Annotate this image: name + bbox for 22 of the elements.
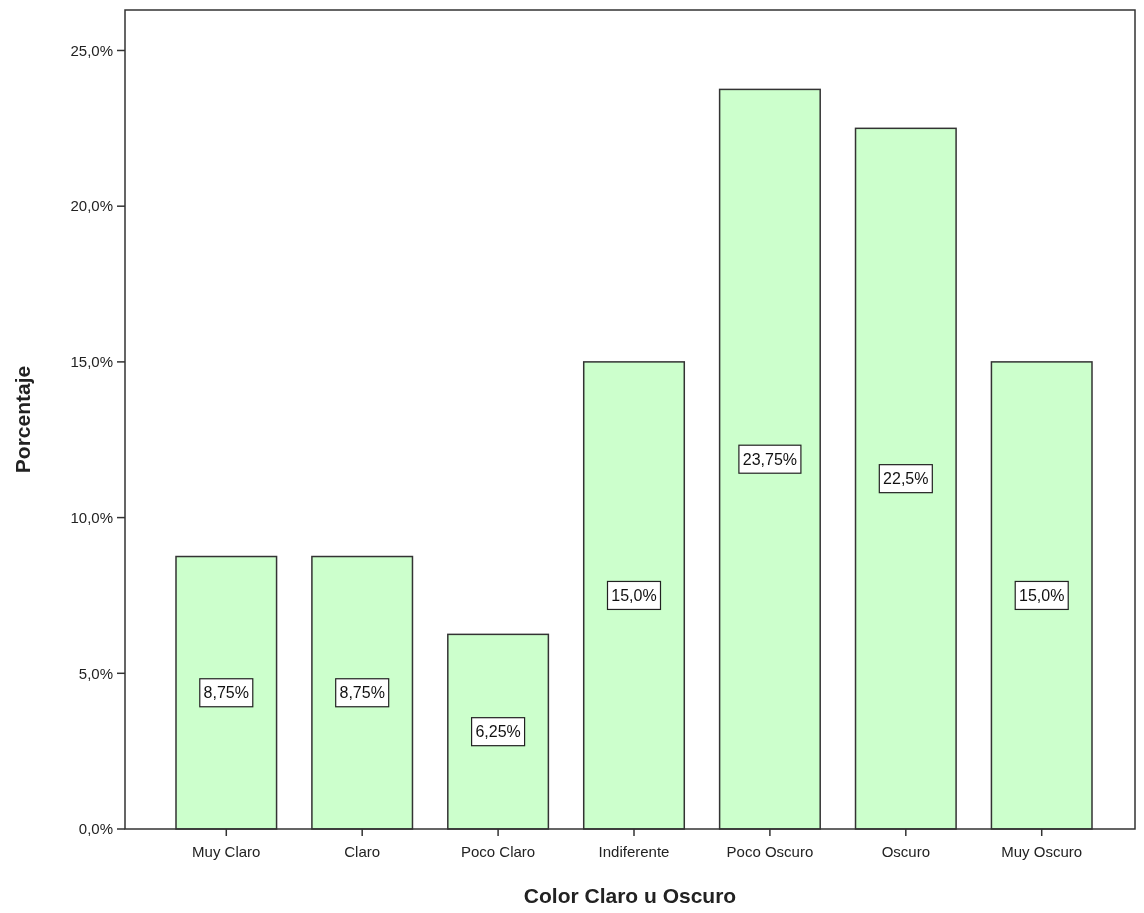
y-tick-label: 5,0% (78, 664, 113, 682)
y-tick-label: 25,0% (70, 41, 113, 59)
data-label: 15,0% (1019, 587, 1065, 605)
y-tick-label: 15,0% (70, 353, 113, 371)
data-label: 8,75% (339, 684, 385, 702)
y-tick-label: 20,0% (70, 197, 113, 215)
y-tick-label: 10,0% (70, 508, 113, 526)
y-axis-title: Porcentaje (11, 365, 34, 474)
x-axis-title: Color Claro u Oscuro (523, 884, 737, 907)
x-tick-label: Indiferente (598, 843, 670, 860)
data-label: 22,5% (883, 470, 929, 488)
data-label: 15,0% (611, 587, 657, 605)
data-label: 23,75% (742, 450, 798, 468)
x-tick-label: Muy Oscuro (1001, 843, 1083, 860)
x-tick-label: Oscuro (881, 843, 930, 860)
x-tick-label: Poco Oscuro (726, 843, 814, 860)
data-label: 8,75% (203, 684, 249, 702)
y-tick-label: 0,0% (78, 820, 113, 838)
x-tick-label: Claro (344, 843, 381, 860)
data-label: 6,25% (475, 723, 521, 741)
x-tick-label: Muy Claro (192, 843, 261, 860)
x-tick-label: Poco Claro (460, 843, 536, 860)
